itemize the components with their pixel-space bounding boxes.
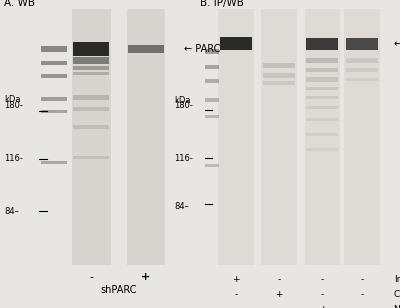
Bar (263, 73, 295, 78)
Bar (205, 164, 219, 167)
Bar (306, 68, 338, 72)
Bar (205, 79, 219, 83)
Text: +: + (319, 305, 326, 308)
Text: Input: Input (394, 275, 400, 284)
Bar (41, 61, 67, 65)
Text: A. WB: A. WB (4, 0, 35, 8)
Text: -: - (234, 290, 238, 299)
Bar (41, 97, 67, 101)
Text: +: + (141, 272, 151, 282)
Bar (205, 115, 219, 118)
Bar (205, 49, 219, 54)
Bar (205, 65, 219, 69)
Text: 116-: 116- (174, 154, 193, 163)
Bar (73, 125, 109, 129)
Text: 180-: 180- (4, 101, 23, 110)
Bar (73, 66, 109, 70)
Text: B. IP/WB: B. IP/WB (200, 0, 244, 8)
Text: -: - (89, 272, 93, 282)
Bar (73, 95, 109, 100)
Bar (261, 9, 297, 265)
Bar (346, 78, 378, 81)
Text: Control IgG: Control IgG (394, 290, 400, 299)
Bar (344, 9, 380, 265)
Bar (73, 107, 109, 111)
Bar (306, 96, 338, 99)
Text: 84–: 84– (4, 207, 19, 216)
Bar (73, 156, 109, 159)
Bar (263, 63, 295, 68)
Bar (72, 9, 111, 265)
Bar (218, 9, 254, 265)
Bar (306, 87, 338, 90)
Bar (306, 106, 338, 109)
Bar (128, 45, 164, 53)
Text: -: - (360, 305, 364, 308)
Text: NB 200-187 IP: NB 200-187 IP (394, 305, 400, 308)
Bar (73, 57, 109, 63)
Bar (205, 98, 219, 102)
Bar (41, 74, 67, 78)
Bar (306, 133, 338, 136)
Bar (126, 9, 166, 265)
Bar (41, 46, 67, 52)
Bar (41, 110, 67, 113)
Bar (306, 118, 338, 121)
Text: 180-: 180- (174, 101, 193, 110)
Text: -: - (278, 275, 281, 284)
Text: shPARC: shPARC (100, 285, 137, 294)
Bar (220, 37, 252, 50)
Text: -: - (321, 275, 324, 284)
Text: -: - (360, 290, 364, 299)
Bar (73, 42, 109, 56)
Text: ← PARC: ← PARC (394, 39, 400, 49)
Text: ← PARC: ← PARC (184, 44, 220, 54)
Bar (306, 38, 338, 50)
Text: -: - (234, 305, 238, 308)
Text: 116-: 116- (4, 154, 23, 163)
Bar (346, 38, 378, 50)
Text: kDa: kDa (174, 96, 190, 105)
Bar (306, 148, 338, 151)
Text: kDa: kDa (4, 95, 20, 104)
Text: -: - (360, 275, 364, 284)
Bar (41, 161, 67, 164)
Text: -: - (321, 290, 324, 299)
Bar (73, 72, 109, 75)
Text: +: + (232, 275, 240, 284)
Bar (306, 58, 338, 63)
Text: +: + (276, 290, 283, 299)
Bar (346, 58, 378, 63)
Bar (306, 78, 338, 82)
Text: -: - (278, 305, 281, 308)
Bar (263, 81, 295, 85)
Bar (346, 68, 378, 72)
Text: 84–: 84– (174, 202, 189, 211)
Bar (304, 9, 340, 265)
